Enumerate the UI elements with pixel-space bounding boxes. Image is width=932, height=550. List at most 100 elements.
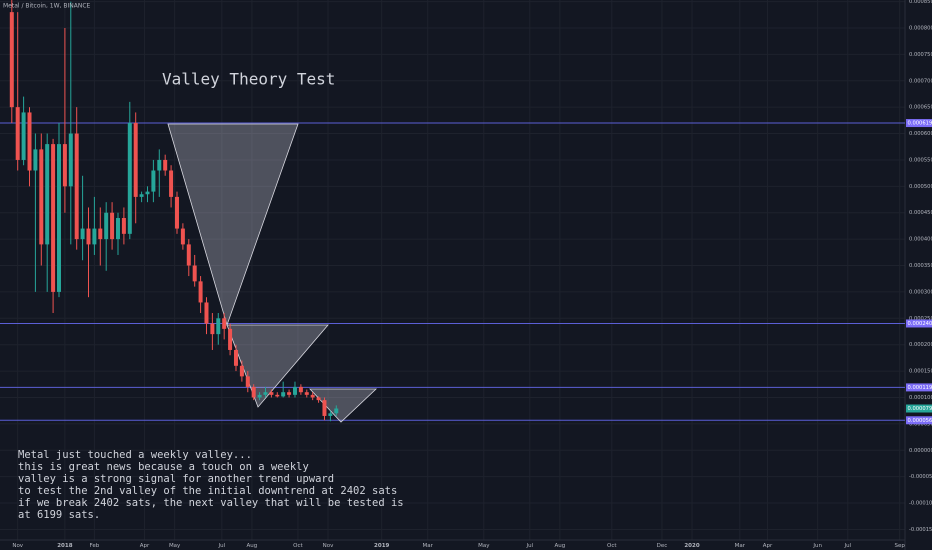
candle-body — [139, 194, 144, 197]
annotation-line: valley is a strong signal for another tr… — [18, 473, 334, 485]
level-tag — [906, 383, 932, 392]
candle-body — [222, 318, 227, 329]
candle-body — [198, 281, 203, 303]
candle-body — [80, 228, 85, 240]
chart-title: Valley Theory Test — [162, 70, 335, 89]
x-tick-label: Oct — [607, 543, 617, 549]
y-tick-label: 0.0001500 — [909, 369, 932, 375]
annotation-line: to test the 2nd valley of the initial do… — [18, 485, 397, 497]
candle-body — [33, 149, 38, 171]
candle-body — [263, 392, 268, 395]
x-tick-label: May — [478, 543, 490, 549]
y-tick-label: 0.0003000 — [909, 289, 932, 295]
x-tick-label: Aug — [247, 543, 258, 549]
candle-body — [39, 149, 44, 245]
candle-body — [192, 265, 197, 282]
candle-body — [304, 392, 309, 395]
x-tick-label: 2019 — [374, 543, 389, 549]
candle-body — [186, 244, 191, 266]
x-tick-label: Aug — [554, 543, 565, 549]
candle-body — [204, 302, 209, 324]
symbol-label: Metal / Bitcoin, 1W, BINANCE — [3, 3, 91, 10]
candle-body — [21, 112, 26, 160]
candle-body — [62, 144, 67, 187]
level-tag-label: 0.0001191 — [908, 385, 932, 391]
candle-body — [115, 218, 120, 240]
y-tick-label: 0.0005000 — [909, 184, 932, 190]
x-tick-label: Apr — [763, 543, 773, 549]
y-tick-label: 0.0001000 — [909, 395, 932, 401]
levels — [0, 122, 905, 421]
x-tick-label: Nov — [12, 543, 23, 549]
level-tag-label: 0.0000568 — [908, 418, 932, 424]
x-tick-label: 2018 — [57, 543, 72, 549]
candle-body — [56, 144, 61, 292]
y-tick-label: 0.0000000 — [909, 448, 932, 454]
level-tag-label: 0.0002402 — [908, 321, 932, 327]
y-tick-label: 0.0005500 — [909, 157, 932, 163]
x-tick-label: Apr — [140, 543, 150, 549]
y-tick-label: 0.0006500 — [909, 105, 932, 111]
candle-body — [281, 392, 286, 397]
x-tick-label: Jun — [812, 543, 822, 549]
candles — [9, 0, 339, 422]
candle-body — [228, 328, 233, 350]
x-tick-label: Nov — [323, 543, 334, 549]
level-tag — [906, 119, 932, 128]
x-tick-label: Dec — [657, 543, 668, 549]
candle-body — [45, 144, 50, 245]
y-tick-label: 0.0000500 — [909, 421, 932, 427]
candle-body — [239, 365, 244, 377]
candle-body — [251, 386, 256, 398]
candle-body — [322, 400, 327, 416]
candle-body — [180, 228, 185, 245]
level-tag-label: 0.0006199 — [908, 121, 932, 127]
candle-body — [104, 212, 109, 240]
level-tag — [906, 319, 932, 328]
candle-body — [9, 12, 14, 108]
candle-body — [334, 408, 339, 414]
candle-body — [216, 318, 221, 335]
y-tick-label: 0.0002500 — [909, 316, 932, 322]
grid — [0, 0, 905, 540]
annotation-line: this is great news because a touch on a … — [18, 461, 309, 473]
candle-body — [298, 386, 303, 393]
candle-body — [151, 170, 156, 192]
candle-body — [287, 392, 292, 395]
candle-body — [92, 228, 97, 245]
candle-body — [292, 386, 297, 395]
annotation-line: Metal just touched a weekly valley... — [18, 449, 252, 461]
y-tick-label: 0.0004500 — [909, 210, 932, 216]
x-tick-label: Mar — [423, 543, 434, 549]
candle-body — [27, 112, 32, 171]
y-tick-label: 0.0003500 — [909, 263, 932, 269]
x-tick-label: Jul — [843, 543, 851, 549]
x-tick-label: Jul — [525, 543, 533, 549]
y-tick-label: -0.0000500 — [909, 474, 932, 480]
candle-body — [86, 228, 91, 245]
candle-body — [310, 394, 315, 398]
candle-body — [163, 159, 168, 171]
candle-body — [328, 413, 333, 416]
y-tick-label: 0.0002000 — [909, 342, 932, 348]
level-tag — [906, 416, 932, 425]
candle-body — [275, 394, 280, 397]
y-tick-label: -0.0001500 — [909, 527, 932, 533]
candle-body — [15, 107, 20, 160]
candle-body — [257, 394, 262, 398]
candle-body — [174, 196, 179, 229]
y-tick-label: 0.0008000 — [909, 25, 932, 31]
y-tick-label: 0.0006000 — [909, 131, 932, 137]
candle-body — [145, 191, 150, 195]
candle-body — [110, 212, 115, 240]
y-tick-label: 0.0007000 — [909, 78, 932, 84]
candle-body — [157, 159, 162, 171]
candle-body — [68, 133, 73, 187]
candle-body — [210, 323, 215, 335]
candle-body — [121, 218, 126, 234]
candle-body — [98, 228, 103, 240]
candle-body — [269, 392, 274, 395]
candle-body — [316, 397, 321, 401]
